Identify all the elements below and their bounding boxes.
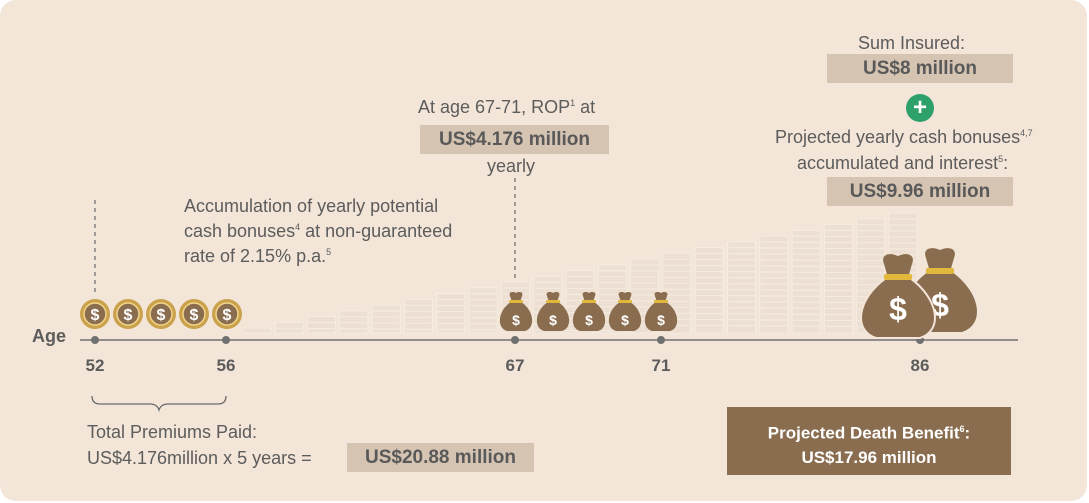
accumulation-bar [792,230,820,333]
accumulation-line1: Accumulation of yearly potential [184,196,438,217]
dollar-coin-icon: $ [80,299,110,329]
rop-annotation-line1: At age 67-71, ROP1 at [418,97,595,118]
svg-text:$: $ [621,312,629,328]
age-marker-56: 56 [196,356,256,376]
svg-text:$: $ [124,307,133,324]
death-benefit-label: Projected Death Benefit6: [727,417,1011,446]
premiums-label: Total Premiums Paid: [87,422,257,443]
premiums-formula: US$4.176million x 5 years = [87,448,312,469]
dollar-coin-icon: $ [113,299,143,329]
svg-text:$: $ [889,291,907,327]
accumulation-bar [243,328,271,333]
accumulation-bar [695,248,723,334]
svg-text:$: $ [157,307,166,324]
age-dot-67 [511,336,519,344]
age-marker-67: 67 [485,356,545,376]
age-marker-86: 86 [890,356,950,376]
accumulation-bar [469,288,497,333]
svg-text:$: $ [585,312,593,328]
age-axis-label: Age [32,326,66,347]
svg-text:$: $ [549,312,557,328]
plus-circle-icon: + [906,94,934,122]
accumulation-bar [308,317,336,334]
sum-insured-amount: US$8 million [827,54,1013,83]
accumulation-bar [275,322,303,333]
rop-amount-highlight: US$4.176 million [420,125,609,154]
sum-insured-label: Sum Insured: [858,33,965,54]
svg-text:$: $ [223,307,232,324]
accumulation-line2: cash bonuses4 at non-guaranteed [184,221,452,242]
age-dot-71 [657,336,665,344]
age-marker-71: 71 [631,356,691,376]
curly-brace [92,396,226,410]
premiums-amount-highlight: US$20.88 million [347,443,534,472]
rop-annotation-line3: yearly [487,156,535,177]
svg-text:$: $ [512,312,520,328]
bonus-annotation-line1: Projected yearly cash bonuses4,7 [775,127,1033,148]
accumulation-bar [405,299,433,333]
svg-text:$: $ [91,307,100,324]
age-dot-52 [91,336,99,344]
death-benefit-box: Projected Death Benefit6: US$17.96 milli… [727,407,1011,475]
dollar-coin-icon: $ [146,299,176,329]
svg-text:$: $ [657,312,665,328]
accumulation-bar [340,311,368,333]
accumulation-line3: rate of 2.15% p.a.5 [184,246,331,267]
age-dot-56 [222,336,230,344]
dollar-coin-icon: $ [179,299,209,329]
svg-text:$: $ [190,307,199,324]
dollar-coin-icon: $ [212,299,242,329]
age-marker-52: 52 [65,356,125,376]
bonus-annotation-line2: accumulated and interest5: [797,153,1008,174]
bonus-amount-highlight: US$9.96 million [827,177,1013,206]
death-benefit-amount: US$17.96 million [727,446,1011,470]
